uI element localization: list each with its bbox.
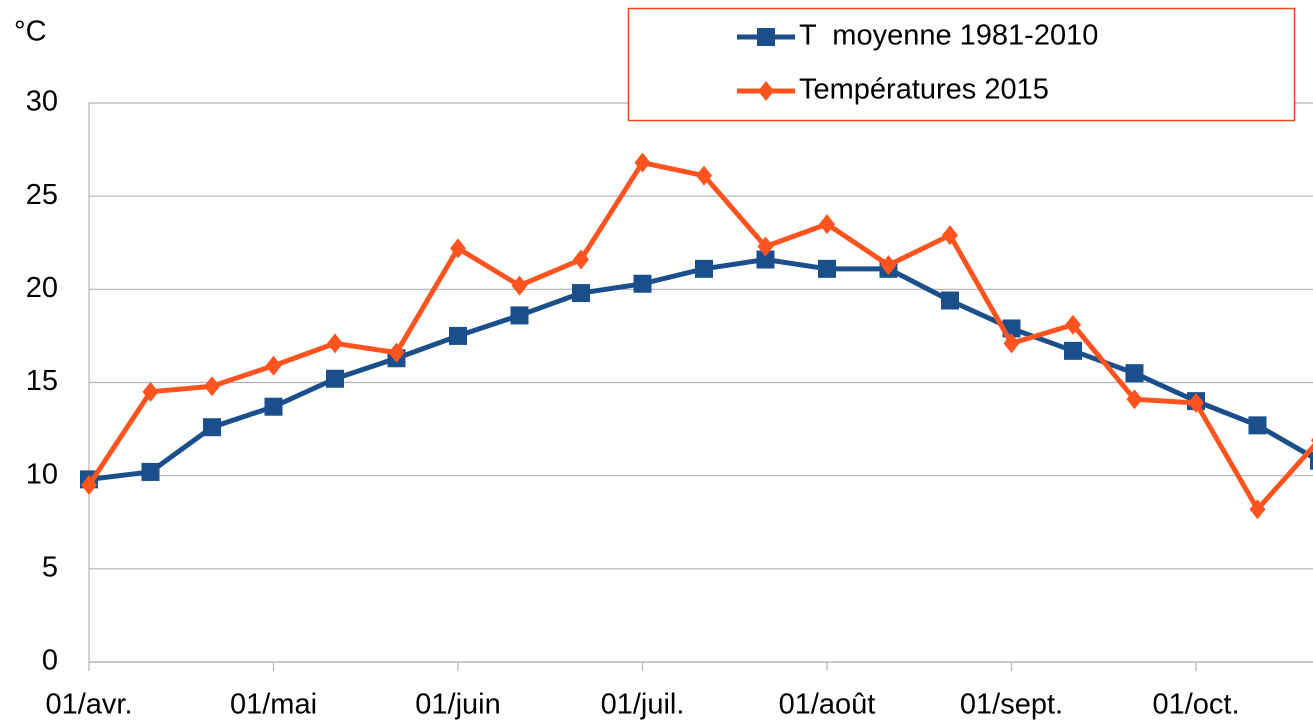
marker bbox=[326, 369, 344, 388]
x-tick-label: 01/avr. bbox=[45, 689, 132, 721]
marker bbox=[1249, 499, 1266, 520]
marker bbox=[819, 214, 835, 235]
marker bbox=[1126, 389, 1143, 410]
marker bbox=[757, 28, 775, 46]
y-axis-label: °C bbox=[14, 16, 47, 48]
marker bbox=[450, 238, 466, 259]
marker bbox=[510, 306, 529, 325]
y-tick-label: 10 bbox=[26, 458, 58, 490]
marker bbox=[880, 255, 897, 276]
marker bbox=[327, 333, 343, 354]
marker bbox=[264, 397, 283, 416]
marker bbox=[511, 275, 528, 296]
x-tick-label: 01/août bbox=[779, 689, 876, 721]
x-tick-label: 01/mai bbox=[230, 689, 317, 721]
marker bbox=[265, 355, 282, 376]
marker bbox=[757, 236, 774, 257]
marker bbox=[942, 225, 958, 246]
marker bbox=[1003, 333, 1020, 354]
plot-area bbox=[80, 152, 1313, 520]
x-tick-label: 01/oct. bbox=[1152, 689, 1239, 721]
marker bbox=[1310, 451, 1313, 470]
legend-label: Températures 2015 bbox=[799, 74, 1049, 106]
y-tick-label: 0 bbox=[42, 645, 58, 677]
legend-box bbox=[627, 7, 1296, 122]
marker bbox=[1248, 416, 1267, 435]
marker bbox=[634, 152, 651, 173]
marker bbox=[203, 418, 221, 437]
marker bbox=[756, 250, 775, 269]
marker bbox=[449, 326, 467, 345]
x-tick-label: 01/juil. bbox=[601, 689, 685, 721]
y-tick-label: 15 bbox=[26, 365, 58, 397]
marker bbox=[1064, 341, 1082, 360]
marker bbox=[818, 259, 836, 278]
marker bbox=[141, 462, 160, 481]
marker bbox=[388, 342, 405, 363]
marker bbox=[573, 249, 589, 270]
y-tick-label: 30 bbox=[26, 86, 58, 118]
legend: T moyenne 1981-2010 Températures 2015 bbox=[627, 7, 1296, 122]
marker bbox=[1125, 364, 1144, 383]
x-tick-label: 01/juin bbox=[415, 689, 500, 721]
marker bbox=[81, 474, 97, 495]
marker bbox=[633, 274, 652, 293]
y-tick-label: 20 bbox=[26, 272, 58, 304]
marker bbox=[142, 381, 159, 402]
marker bbox=[204, 376, 220, 397]
series-line bbox=[86, 160, 1313, 512]
marker bbox=[572, 284, 590, 303]
y-tick-label: 25 bbox=[26, 179, 58, 211]
marker bbox=[696, 165, 712, 186]
legend-label: T moyenne 1981-2010 bbox=[799, 20, 1098, 52]
marker bbox=[1188, 392, 1204, 413]
marker bbox=[1065, 314, 1081, 335]
y-tick-label: 5 bbox=[42, 551, 58, 583]
x-tick-label: 01/sept. bbox=[960, 689, 1063, 721]
marker bbox=[695, 259, 713, 278]
marker bbox=[941, 291, 959, 310]
marker bbox=[758, 81, 774, 101]
